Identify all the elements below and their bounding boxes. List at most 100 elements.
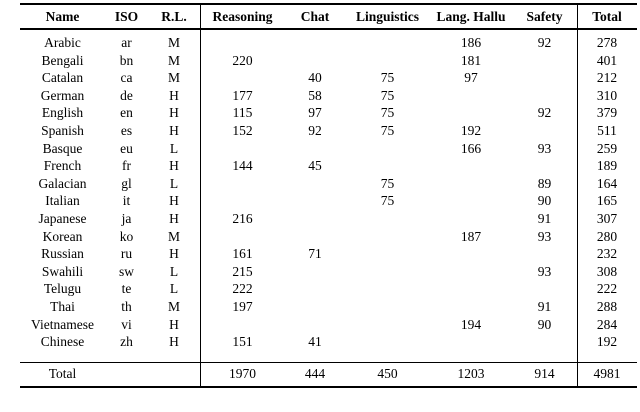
cell-iso: zh (120, 334, 133, 350)
cell-linguistics: 75 (380, 193, 395, 209)
cell-safety: 93 (537, 228, 552, 244)
cell-name: Telugu (43, 281, 82, 297)
cell-rl: L (169, 263, 179, 279)
cell-name: Basque (42, 140, 83, 156)
table-total-row: Total 1970 444 450 1203 914 4981 (20, 363, 637, 386)
table-row: Arabic ar M 186 92 278 (20, 34, 637, 52)
cell-chat: 58 (308, 87, 322, 103)
cell-reasoning: 161 (232, 246, 253, 262)
cell-rl: H (169, 316, 179, 332)
table-row: Basque eu L 166 93 259 (20, 140, 637, 158)
total-cell-reasoning: 1970 (229, 366, 256, 382)
vertical-separator-right (577, 5, 578, 387)
cell-safety: 91 (537, 298, 552, 314)
total-cell-safety: 914 (534, 366, 555, 382)
cell-reasoning: 215 (232, 263, 253, 279)
cell-iso: th (121, 298, 132, 314)
cell-total: 164 (596, 175, 618, 191)
cell-total: 165 (596, 193, 618, 209)
cell-name: Spanish (41, 123, 84, 139)
cell-safety: 93 (537, 263, 552, 279)
cell-rl: M (167, 35, 180, 51)
cell-rl: L (169, 281, 179, 297)
cell-name: Swahili (41, 263, 84, 279)
header-cell-reasoning: Reasoning (212, 8, 273, 24)
cell-iso: eu (120, 140, 133, 156)
cell-rl: L (169, 140, 179, 156)
cell-name: Arabic (44, 35, 81, 51)
cell-iso: ar (121, 35, 132, 51)
cell-iso: ru (120, 246, 133, 262)
body-bottom-spacer (20, 351, 637, 362)
cell-safety: 90 (537, 193, 552, 209)
cell-iso: gl (121, 175, 132, 191)
cell-total: 192 (596, 334, 618, 350)
cell-iso: de (120, 87, 133, 103)
cell-reasoning: 152 (232, 123, 253, 139)
cell-safety: 93 (537, 140, 552, 156)
cell-name: Catalan (41, 70, 84, 86)
cell-reasoning: 144 (232, 158, 253, 174)
table-row: Galacian gl L 75 89 164 (20, 175, 637, 193)
cell-iso: sw (118, 263, 134, 279)
cell-chat: 71 (308, 246, 322, 262)
cell-rl: M (167, 298, 180, 314)
total-cell-label: Total (48, 366, 77, 382)
cell-reasoning: 197 (232, 298, 253, 314)
cell-iso: es (120, 123, 133, 139)
cell-total: 307 (596, 210, 618, 226)
cell-chat: 45 (308, 158, 322, 174)
cell-rl: L (169, 175, 179, 191)
cell-name: German (40, 87, 85, 103)
header-cell-total: Total (592, 8, 622, 24)
cell-total: 232 (596, 246, 618, 262)
cell-total: 401 (596, 52, 618, 68)
cell-rl: H (169, 87, 179, 103)
cell-lang-hallu: 194 (460, 316, 482, 332)
language-stats-table: Name ISO R.L. Reasoning Chat Linguistics… (20, 3, 637, 388)
cell-name: Italian (45, 193, 80, 209)
cell-iso: fr (122, 158, 131, 174)
cell-lang-hallu: 166 (460, 140, 482, 156)
cell-rl: H (169, 246, 179, 262)
cell-total: 212 (596, 70, 618, 86)
cell-name: Thai (50, 298, 75, 314)
cell-chat: 92 (308, 123, 322, 139)
cell-safety: 89 (537, 175, 552, 191)
table-header-row: Name ISO R.L. Reasoning Chat Linguistics… (20, 5, 637, 28)
cell-total: 379 (596, 105, 618, 121)
total-rule (20, 361, 637, 363)
cell-total: 222 (596, 281, 618, 297)
table-row: Chinese zh H 151 41 192 (20, 333, 637, 351)
header-cell-iso: ISO (114, 8, 139, 24)
cell-total: 284 (596, 316, 618, 332)
table-row: German de H 177 58 75 310 (20, 87, 637, 105)
cell-total: 288 (596, 298, 618, 314)
cell-name: Vietnamese (31, 316, 94, 332)
bottom-rule (20, 385, 637, 388)
cell-linguistics: 75 (380, 87, 395, 103)
cell-reasoning: 151 (232, 334, 253, 350)
cell-safety: 92 (537, 35, 552, 51)
cell-linguistics: 75 (380, 175, 395, 191)
cell-chat: 41 (308, 334, 322, 350)
cell-safety: 91 (537, 210, 552, 226)
cell-total: 259 (596, 140, 618, 156)
cell-iso: ja (121, 210, 132, 226)
cell-rl: M (167, 52, 180, 68)
cell-name: Japanese (38, 210, 87, 226)
table-row: Russian ru H 161 71 232 (20, 245, 637, 263)
cell-lang-hallu: 187 (460, 228, 482, 244)
table-row: English en H 115 97 75 92 379 (20, 104, 637, 122)
cell-reasoning: 177 (232, 87, 253, 103)
table-row: Korean ko M 187 93 280 (20, 228, 637, 246)
total-cell-linguistics: 450 (377, 366, 398, 382)
cell-linguistics: 75 (380, 123, 395, 139)
cell-rl: H (169, 210, 179, 226)
cell-iso: vi (121, 316, 132, 332)
total-cell-lang-hallu: 1203 (457, 366, 485, 382)
cell-iso: ko (119, 228, 134, 244)
cell-rl: H (169, 123, 179, 139)
cell-name: English (41, 105, 84, 121)
cell-name: Korean (42, 228, 83, 244)
